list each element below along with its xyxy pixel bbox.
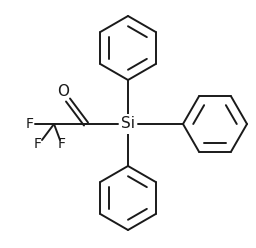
Text: F: F [26,117,34,131]
Text: F: F [34,137,42,151]
Text: Si: Si [121,117,135,131]
Text: O: O [57,85,69,99]
Text: F: F [58,137,66,151]
